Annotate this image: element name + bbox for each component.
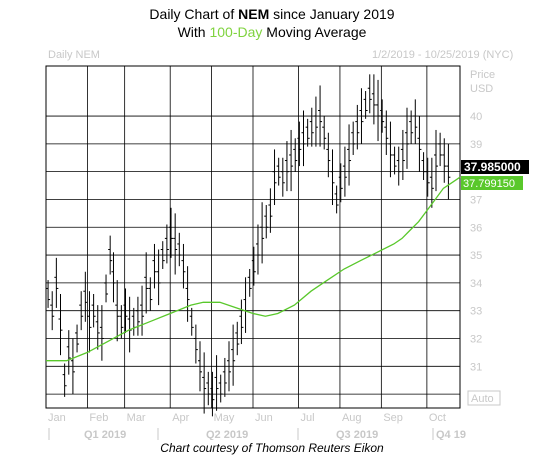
quarter-label: Q2 2019: [206, 429, 248, 440]
y-tick-label: 36: [470, 222, 482, 234]
month-label: Jul: [301, 412, 315, 424]
auto-label: Auto: [471, 393, 494, 405]
quarter-label: Q3 2019: [336, 429, 378, 440]
month-label: Aug: [342, 412, 362, 424]
month-label: Sep: [383, 412, 403, 424]
ma-value-badge: 37.799150: [461, 176, 523, 190]
y-tick-label: 35: [470, 250, 482, 262]
quarter-label: Q1 2019: [84, 429, 126, 440]
quarter-label: Q4 19: [436, 429, 466, 440]
auto-button[interactable]: Auto: [467, 390, 501, 406]
moving-average-line: [46, 176, 461, 362]
y-tick-labels: 30313233343536373940: [470, 111, 482, 401]
chart-credit: Chart courtesy of Thomson Reuters Eikon: [160, 441, 384, 455]
x-tick-labels: Jan Feb Mar Apr May Jun Jul Aug Sep Oct Q1 2019 Q2 …: [48, 412, 466, 440]
month-label: May: [214, 412, 235, 424]
chart-title: Daily Chart of NEM since January 2019: [149, 6, 395, 22]
y-tick-label: 33: [470, 306, 482, 318]
y-tick-label: 34: [470, 278, 482, 290]
month-label: Mar: [127, 412, 146, 424]
month-label: Feb: [89, 412, 108, 424]
ticker: NEM: [238, 6, 270, 22]
chart-subtitle: With 100-Day Moving Average: [177, 24, 367, 40]
price-axis-label: Price: [470, 69, 495, 81]
month-label: Apr: [172, 412, 189, 424]
last-price-badge: 37.985000: [461, 160, 529, 174]
price-chart: Daily NEM 1/2/2019 - 10/25/2019 (NYC) Pr…: [45, 49, 529, 440]
y-tick-label: 37: [470, 194, 482, 206]
y-tick-label: 40: [470, 111, 482, 123]
grid: [45, 65, 461, 409]
ma-value: 37.799150: [463, 178, 515, 190]
date-range: 1/2/2019 - 10/25/2019 (NYC): [372, 49, 513, 61]
y-tick-label: 32: [470, 333, 482, 345]
month-label: Jun: [255, 412, 273, 424]
currency-axis-label: USD: [470, 83, 493, 95]
price-bars: [46, 74, 451, 417]
y-tick-label: 31: [470, 361, 482, 373]
ma-highlight: 100-Day: [209, 24, 263, 40]
y-tick-label: 39: [470, 139, 482, 151]
month-label: Jan: [48, 412, 66, 424]
last-price-value: 37.985000: [464, 160, 521, 174]
month-label: Oct: [429, 412, 446, 424]
chart-label: Daily NEM: [48, 49, 100, 61]
